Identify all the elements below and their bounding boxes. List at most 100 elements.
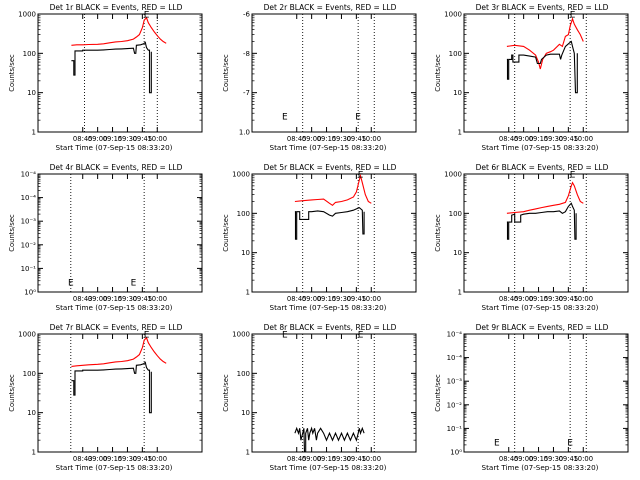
series-line-1 bbox=[294, 173, 372, 207]
x-tick-label: 08:45 bbox=[287, 295, 307, 303]
x-tick-label: 09:15 bbox=[103, 455, 123, 463]
y-tick-label: -7 bbox=[243, 89, 250, 97]
x-tick-label: 10:00 bbox=[147, 295, 167, 303]
y-axis-label: Counts/sec bbox=[434, 54, 442, 92]
x-tick-label: 08:45 bbox=[499, 455, 519, 463]
y-tick-label: 1 bbox=[32, 129, 36, 137]
y-tick-label: -6 bbox=[243, 11, 251, 19]
chart-panel-6: Det 6r BLACK = Events, RED = LLD 1 10 100 10… bbox=[434, 163, 629, 312]
y-axis-label: Counts/sec bbox=[8, 54, 16, 92]
plot-frame bbox=[251, 173, 417, 293]
x-tick-label: 08:43 bbox=[73, 455, 93, 463]
y-tick-label: 10⁻³ bbox=[21, 218, 37, 226]
event-marker: E bbox=[358, 170, 364, 180]
chart-panel-4: Det 4r BLACK = Events, RED = LLD 10⁰ 10⁻¹ 1… bbox=[8, 163, 203, 312]
y-tick-label: 1000 bbox=[444, 171, 462, 179]
y-tick-label: 10 bbox=[241, 249, 250, 257]
chart-title: Det 4r BLACK = Events, RED = LLD bbox=[50, 163, 183, 172]
plot-frame bbox=[463, 13, 629, 133]
event-marker: E bbox=[68, 279, 74, 289]
x-tick-label: 09:45 bbox=[133, 295, 153, 303]
chart-panel-5: Det 5r BLACK = Events, RED = LLD 1 10 100 10… bbox=[222, 163, 417, 312]
event-marker: E bbox=[282, 112, 288, 122]
y-tick-label: 100 bbox=[449, 50, 462, 58]
x-tick-label: 09:30 bbox=[332, 295, 352, 303]
series-line-1 bbox=[71, 16, 167, 46]
x-tick-label: 09:00 bbox=[302, 455, 322, 463]
y-tick-label: 1000 bbox=[232, 331, 250, 339]
y-tick-label: 10⁻⁴ bbox=[21, 194, 37, 202]
y-tick-label: 10⁻⁴ bbox=[447, 331, 463, 339]
y-axis-label: Counts/sec bbox=[434, 374, 442, 412]
series-line-2 bbox=[294, 206, 365, 240]
y-tick-label: 10⁻⁴ bbox=[447, 354, 463, 362]
chart-panel-3: Det 3r BLACK = Events, RED = LLD 1 10 100 10… bbox=[434, 3, 629, 152]
x-tick-label: 09:30 bbox=[544, 295, 564, 303]
x-tick-label: 08:45 bbox=[287, 455, 307, 463]
x-tick-label: 09:45 bbox=[347, 135, 367, 143]
event-marker: E bbox=[355, 112, 361, 122]
x-tick-label: 09:00 bbox=[514, 295, 534, 303]
x-tick-label: 09:30 bbox=[118, 135, 138, 143]
plot-frame bbox=[37, 333, 203, 453]
y-tick-label: 1000 bbox=[444, 11, 462, 19]
chart-title: Det 1r BLACK = Events, RED = LLD bbox=[50, 3, 183, 12]
y-tick-label: 10⁻¹ bbox=[447, 425, 463, 433]
y-axis-label: Counts/sec bbox=[222, 214, 230, 252]
x-axis-label: Start Time (07-Sep-15 08:33:20) bbox=[482, 463, 599, 472]
x-tick-label: 08:45 bbox=[499, 135, 519, 143]
chart-title: Det 9r BLACK = Events, RED = LLD bbox=[476, 323, 609, 332]
x-axis-label: Start Time (07-Sep-15 08:33:20) bbox=[270, 143, 387, 152]
x-tick-label: 09:45 bbox=[133, 135, 153, 143]
y-tick-label: 100 bbox=[449, 210, 462, 218]
x-axis-label: Start Time (07-Sep-15 08:33:20) bbox=[482, 303, 599, 312]
x-tick-label: 10:00 bbox=[361, 135, 381, 143]
series-line-1 bbox=[294, 426, 365, 453]
y-tick-label: 10⁻² bbox=[447, 401, 463, 409]
y-axis-label: Counts/sec bbox=[8, 214, 16, 252]
y-axis-label: Counts/sec bbox=[434, 214, 442, 252]
x-tick-label: 09:30 bbox=[544, 455, 564, 463]
y-tick-label: -8 bbox=[243, 50, 250, 58]
series-line-2 bbox=[506, 202, 577, 240]
event-marker: E bbox=[282, 330, 288, 340]
y-tick-label: 10 bbox=[453, 249, 462, 257]
y-tick-label: 1.0 bbox=[239, 129, 250, 137]
y-tick-label: 10⁻⁴ bbox=[21, 171, 37, 179]
x-tick-label: 09:30 bbox=[118, 455, 138, 463]
x-tick-label: 10:00 bbox=[573, 295, 593, 303]
x-tick-label: 10:00 bbox=[147, 135, 167, 143]
chart-panel-9: Det 9r BLACK = Events, RED = LLD 10⁰ 10⁻¹ 1… bbox=[434, 323, 629, 472]
y-tick-label: 1 bbox=[32, 449, 36, 457]
x-tick-label: 09:30 bbox=[332, 135, 352, 143]
x-tick-label: 10:00 bbox=[361, 295, 381, 303]
chart-panel-1: Det 1r BLACK = Events, RED = LLD 1 10 100 10… bbox=[8, 3, 203, 152]
series-line-2 bbox=[71, 41, 152, 94]
series-line-1 bbox=[506, 181, 584, 214]
chart-title: Det 6r BLACK = Events, RED = LLD bbox=[476, 163, 609, 172]
x-tick-label: 09:15 bbox=[529, 135, 549, 143]
y-tick-label: 100 bbox=[237, 370, 250, 378]
x-axis-label: Start Time (07-Sep-15 08:33:20) bbox=[56, 463, 173, 472]
x-tick-label: 09:00 bbox=[302, 295, 322, 303]
y-tick-label: 100 bbox=[237, 210, 250, 218]
y-tick-label: 10⁰ bbox=[24, 289, 36, 297]
x-tick-label: 09:15 bbox=[317, 135, 337, 143]
x-tick-label: 10:00 bbox=[361, 455, 381, 463]
x-tick-label: 09:15 bbox=[317, 295, 337, 303]
x-tick-label: 09:15 bbox=[529, 455, 549, 463]
series-line-1 bbox=[71, 336, 167, 367]
chart-panel-8: Det 8r BLACK = Events, RED = LLD 1 10 100 10… bbox=[222, 323, 417, 472]
event-marker: E bbox=[358, 330, 364, 340]
plot-frame bbox=[251, 333, 417, 453]
y-tick-label: 1 bbox=[458, 129, 462, 137]
y-tick-label: 1 bbox=[246, 289, 250, 297]
x-tick-label: 08:45 bbox=[499, 295, 519, 303]
event-marker: E bbox=[131, 279, 137, 289]
x-tick-label: 09:15 bbox=[529, 295, 549, 303]
x-tick-label: 09:00 bbox=[88, 295, 108, 303]
event-marker: E bbox=[567, 439, 573, 449]
x-tick-label: 09:00 bbox=[88, 455, 108, 463]
x-tick-label: 09:15 bbox=[103, 135, 123, 143]
x-tick-label: 09:00 bbox=[302, 135, 322, 143]
